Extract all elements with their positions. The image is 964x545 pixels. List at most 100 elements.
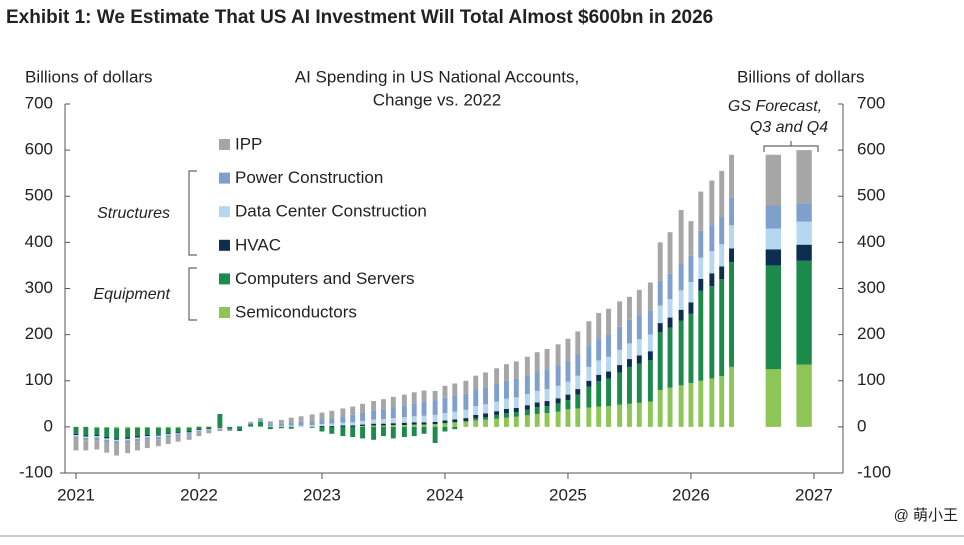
bar-segment (698, 258, 703, 279)
bar-segment (443, 427, 448, 432)
bar-segment (556, 386, 561, 398)
bar-segment (402, 405, 407, 417)
y2-tick-label: -100 (857, 462, 891, 481)
bar-segment (329, 424, 334, 426)
bar-segment (237, 427, 242, 431)
chart-title: AI Spending in US National Accounts, (295, 67, 579, 86)
bar-segment (719, 279, 724, 376)
bar-segment (176, 436, 181, 442)
bar-segment (463, 381, 468, 394)
bar-segment (766, 229, 781, 250)
bar-segment (83, 435, 88, 436)
bar-segment (381, 399, 386, 409)
y-tick-label: 100 (25, 370, 53, 389)
bar-segment (698, 291, 703, 381)
bar-segment (360, 425, 365, 426)
bar-segment (637, 355, 642, 363)
bar-segment (371, 410, 376, 419)
bar-segment (796, 150, 811, 203)
bar-segment (74, 427, 79, 434)
bar-segment (617, 405, 622, 427)
bar-segment (556, 344, 561, 365)
bar-segment (320, 426, 325, 427)
bar-segment (766, 205, 781, 228)
bar-segment (360, 426, 365, 427)
bar-segment (114, 427, 119, 428)
watermark: @ 萌小王 (894, 507, 958, 524)
bar-segment (504, 381, 509, 399)
bar-segment (452, 419, 457, 422)
bar-segment (310, 425, 315, 426)
bracket (189, 171, 197, 255)
bar-segment (648, 360, 653, 402)
bar-segment (596, 407, 601, 427)
bar-segment (74, 437, 79, 439)
bar-segment (658, 390, 663, 427)
bar-segment (391, 427, 396, 439)
bar-segment (94, 427, 99, 428)
bar-segment (104, 443, 109, 453)
bar-segment (443, 420, 448, 423)
bar-segment (381, 427, 386, 436)
bar-segment (606, 372, 611, 379)
bar-segment (617, 327, 622, 350)
bar-segment (340, 416, 345, 422)
bar-segment (340, 427, 345, 436)
y-tick-label: 500 (25, 186, 53, 205)
legend-swatch (219, 307, 230, 318)
y-tick-label: 600 (25, 140, 53, 159)
bar-segment (360, 404, 365, 413)
bar-segment (679, 290, 684, 309)
bar-segment (565, 361, 570, 382)
bar-segment (535, 391, 540, 403)
legend-swatch (219, 173, 230, 184)
bar-segment (698, 192, 703, 231)
bar-segment (360, 427, 365, 439)
bar-segment (504, 399, 509, 409)
bar-segment (329, 411, 334, 418)
bar-segment (197, 430, 202, 431)
bar-segment (679, 385, 684, 427)
bar-segment (494, 415, 499, 419)
bar-segment (658, 242, 663, 280)
bar-segment (627, 297, 632, 320)
bar-segment (320, 424, 325, 426)
bar-segment (206, 427, 211, 428)
bar-segment (473, 390, 478, 407)
bar-segment (494, 368, 499, 384)
legend-swatch (219, 240, 230, 251)
bar-segment (289, 422, 294, 425)
bar-segment (329, 418, 334, 424)
bar-segment (371, 425, 376, 426)
bar-segment (627, 404, 632, 427)
bar-segment (125, 443, 130, 453)
bar-segment (237, 426, 242, 427)
bar-segment (156, 427, 161, 428)
header: Exhibit 1: We Estimate That US AI Invest… (6, 7, 713, 28)
bar-segment (279, 424, 284, 427)
bar-segment (412, 403, 417, 416)
bar-segment (340, 423, 345, 426)
bar-segment (217, 427, 222, 428)
bar-segment (197, 427, 202, 429)
x-tick-label: 2023 (303, 485, 341, 504)
bar-segment (525, 357, 530, 375)
bar-segment (422, 422, 427, 424)
bar-segment (606, 334, 611, 357)
bar-segment (483, 372, 488, 387)
bar-segment (575, 395, 580, 409)
bar-segment (504, 409, 509, 413)
bar-segment (729, 248, 734, 262)
bar-segment (596, 360, 601, 374)
bar-segment (360, 421, 365, 425)
bar-segment (545, 389, 550, 401)
bar-segment (166, 433, 171, 434)
x-tick-label: 2027 (795, 485, 833, 504)
bar-segment (514, 408, 519, 412)
bar-segment (719, 171, 724, 217)
bar-segment (371, 427, 376, 440)
bar-segment (719, 217, 724, 244)
y-tick-label: 0 (44, 416, 53, 435)
annotation: Structures (97, 205, 170, 222)
bar-segment (187, 435, 192, 440)
